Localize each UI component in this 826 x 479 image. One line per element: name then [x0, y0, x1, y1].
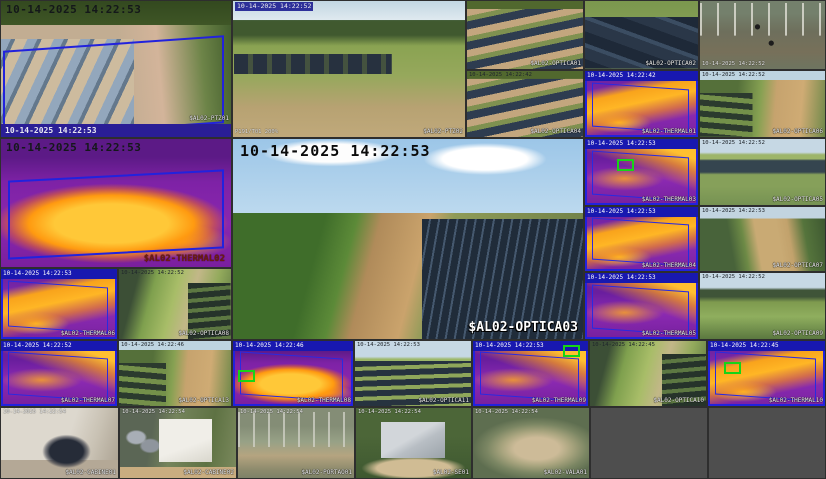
timestamp: 10-14-2025 14:22:42	[469, 72, 532, 78]
camera-tile-optica13[interactable]: 10-14-2025 14:22:46 $AL02-OPTICA13	[119, 341, 231, 406]
camera-name-label: $AL02-CABINE02	[183, 469, 234, 476]
timestamp-bar: 10-14-2025 14:22:46	[233, 341, 353, 351]
camera-tile-optica01[interactable]: $AL02-OPTICA01	[467, 1, 583, 69]
camera-tile-se01[interactable]: 10-14-2025 14:22:54 $AL02-SE01	[356, 408, 471, 478]
camera-name-label: $AL02-THERMAL09	[531, 397, 586, 404]
camera-tile-cabine02[interactable]: 10-14-2025 14:22:54 $AL02-CABINE02	[120, 408, 236, 478]
camera-name-label: $AL02-THERMAL02	[143, 254, 225, 264]
timestamp: 10-14-2025 14:22:54	[240, 409, 303, 415]
camera-name-label: $AL02-OPTICA05	[772, 196, 823, 203]
camera-name-label: $AL02-THERMAL06	[60, 330, 115, 337]
camera-tile-thermal07[interactable]: 10-14-2025 14:22:52 $AL02-THERMAL07	[1, 341, 117, 406]
camera-name-label: $AL02-PTZ01	[189, 115, 229, 122]
empty-camera-slot	[591, 408, 707, 478]
camera-name-label: $AL02-VALA01	[543, 469, 587, 476]
timestamp: 10-14-2025 14:22:53	[6, 3, 142, 16]
camera-tile-optica11[interactable]: 10-14-2025 14:22:53 $AL02-OPTICA11	[355, 341, 471, 406]
camera-tile-optica10[interactable]: 10-14-2025 14:22:45 $AL02-OPTICA10	[590, 341, 706, 406]
camera-name-label: $AL02-OPTICA06	[772, 128, 823, 135]
timestamp-bar: 10-14-2025 14:22:53	[585, 139, 698, 149]
camera-name-label: $AL02-THERMAL10	[768, 397, 823, 404]
timestamp: 10-14-2025 14:22:52	[702, 72, 765, 78]
timestamp: 10-14-2025 14:22:54	[475, 409, 538, 415]
camera-tile-thermal10[interactable]: 10-14-2025 14:22:45 $AL02-THERMAL10	[708, 341, 825, 406]
camera-tile-ptz01[interactable]: 10-14-2025 14:22:53 $AL02-PTZ01 10-14-20…	[1, 1, 231, 137]
camera-tile-thermal09[interactable]: 10-14-2025 14:22:53 $AL02-THERMAL09	[473, 341, 588, 406]
timestamp-bar: 10-14-2025 14:22:45	[708, 341, 825, 351]
timestamp-bar: 10-14-2025 14:22:42	[585, 71, 698, 81]
timestamp: 10-14-2025 14:22:53	[240, 142, 431, 160]
camera-tile-thermal05[interactable]: 10-14-2025 14:22:53 $AL02-THERMAL05	[585, 273, 698, 339]
camera-tile-thermal01[interactable]: 10-14-2025 14:22:42 $AL02-THERMAL01	[585, 71, 698, 137]
camera-name-label: $AL02-THERMAL07	[60, 397, 115, 404]
motion-alert-box	[616, 158, 634, 171]
timestamp-bar: 10-14-2025 14:22:53	[585, 207, 698, 217]
camera-tile-thermal03[interactable]: 10-14-2025 14:22:53 $AL02-THERMAL03	[585, 139, 698, 205]
camera-tile-optica08[interactable]: 10-14-2025 14:22:52 $AL02-OPTICA08	[119, 269, 231, 339]
timestamp: 10-14-2025 14:22:52	[121, 270, 184, 276]
camera-name-label: $AL02-THERMAL04	[641, 262, 696, 269]
camera-tile-vala01[interactable]: 10-14-2025 14:22:54 $AL02-VALA01	[473, 408, 589, 478]
camera-name-label: $AL02-THERMAL03	[641, 196, 696, 203]
timestamp-bar: 10-14-2025 14:22:53	[1, 124, 231, 137]
camera-tile-optica07[interactable]: 10-14-2025 14:22:53 $AL02-OPTICA07	[700, 207, 825, 271]
timestamp-bar: 10-14-2025 14:22:53	[473, 341, 588, 351]
detection-zone-overlay	[7, 169, 225, 260]
timestamp: 10-14-2025 14:22:53	[6, 141, 142, 154]
camera-name-label: $AL02-OPTICA03	[468, 320, 578, 335]
camera-tile-ptz02[interactable]: 10-14-2025 14:22:52 P191/T01 200% $AL02-…	[233, 1, 465, 137]
camera-name-label: $AL02-OPTICA13	[178, 397, 229, 404]
camera-tile-portao01[interactable]: 10-14-2025 14:22:54 $AL02-PORTAO01	[238, 408, 354, 478]
timestamp: 10-14-2025 14:22:54	[358, 409, 421, 415]
timestamp: 10-14-2025 14:22:52	[702, 140, 765, 146]
camera-name-label: $AL02-OPTICA07	[772, 262, 823, 269]
timestamp: 10-14-2025 14:22:52	[702, 274, 765, 280]
camera-tile-optica02[interactable]: $AL02-OPTICA02	[585, 1, 698, 69]
timestamp: 10-14-2025 14:22:46	[121, 342, 184, 348]
timestamp-bar: 10-14-2025 14:22:53	[1, 269, 117, 279]
camera-tile-optica03[interactable]: 10-14-2025 14:22:53 $AL02-OPTICA03	[233, 139, 583, 339]
ptz-preset-readout: P191/T01 200%	[235, 129, 279, 135]
camera-name-label: $AL02-OPTICA04	[530, 128, 581, 135]
timestamp-bar: 10-14-2025 14:22:52	[1, 341, 117, 351]
timestamp-bar: 10-14-2025 14:22:53	[585, 273, 698, 283]
camera-tile-thermal02[interactable]: 10-14-2025 14:22:53 $AL02-THERMAL02	[1, 139, 231, 267]
camera-tile-thermal04[interactable]: 10-14-2025 14:22:53 $AL02-THERMAL04	[585, 207, 698, 271]
camera-name-label: $AL02-SE01	[432, 469, 469, 476]
camera-name-label: $AL02-OPTICA09	[772, 330, 823, 337]
timestamp: 10-14-2025 14:22:52	[235, 2, 314, 11]
camera-name-label: $AL02-THERMAL08	[296, 397, 351, 404]
motion-alert-box	[562, 344, 580, 357]
timestamp: 10-14-2025 14:22:54	[122, 409, 185, 415]
camera-name-label: $AL02-CABINE01	[65, 469, 116, 476]
timestamp: 10-14-2025 14:22:54	[3, 409, 66, 415]
camera-tile-thermal08[interactable]: 10-14-2025 14:22:46 $AL02-THERMAL08	[233, 341, 353, 406]
camera-name-label: $AL02-PTZ02	[423, 128, 463, 135]
motion-alert-box	[237, 370, 255, 383]
camera-name-label: $AL02-PORTAO01	[301, 469, 352, 476]
empty-camera-slot	[709, 408, 825, 478]
camera-tile-optica04[interactable]: 10-14-2025 14:22:42 $AL02-OPTICA04	[467, 71, 583, 137]
camera-name-label: $AL02-THERMAL01	[641, 128, 696, 135]
timestamp: 10-14-2025 14:22:53	[357, 342, 420, 348]
timestamp: 10-14-2025 14:22:52	[702, 61, 765, 67]
camera-tile-thermal06[interactable]: 10-14-2025 14:22:53 $AL02-THERMAL06	[1, 269, 117, 339]
camera-tile-optica09[interactable]: 10-14-2025 14:22:52 $AL02-OPTICA09	[700, 273, 825, 339]
camera-name-label: $AL02-OPTICA02	[645, 60, 696, 67]
camera-name-label: $AL02-OPTICA11	[418, 397, 469, 404]
motion-alert-box	[724, 361, 742, 374]
camera-name-label: $AL02-OPTICA10	[653, 397, 704, 404]
camera-name-label: $AL02-OPTICA01	[530, 60, 581, 67]
camera-tile-cabine01[interactable]: 10-14-2025 14:22:54 $AL02-CABINE01	[1, 408, 118, 478]
camera-name-label: $AL02-THERMAL05	[641, 330, 696, 337]
camera-name-label: $AL02-OPTICA08	[178, 330, 229, 337]
camera-tile-optica05[interactable]: 10-14-2025 14:22:52 $AL02-OPTICA05	[700, 139, 825, 205]
camera-tile-perimeter[interactable]: 10-14-2025 14:22:52	[700, 1, 825, 69]
timestamp: 10-14-2025 14:22:53	[702, 208, 765, 214]
camera-tile-optica06[interactable]: 10-14-2025 14:22:52 $AL02-OPTICA06	[700, 71, 825, 137]
timestamp: 10-14-2025 14:22:45	[592, 342, 655, 348]
